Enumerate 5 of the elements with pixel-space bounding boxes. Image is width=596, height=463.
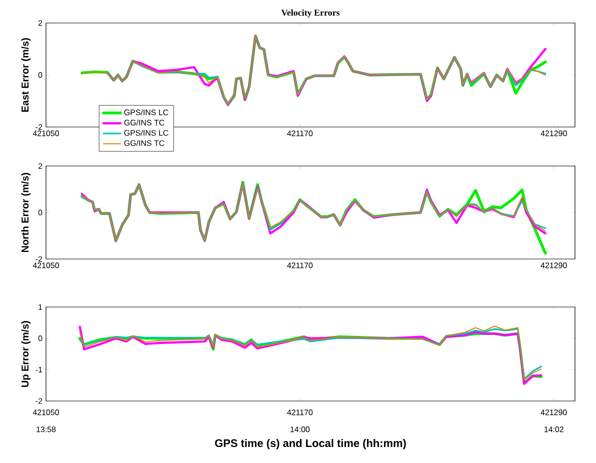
y-axis-title: East Error (m/s) <box>21 38 31 112</box>
y-axis-title: Up Error (m/s) <box>21 321 31 387</box>
x-axis-title: GPS time (s) and Local time (hh:mm) <box>215 439 406 450</box>
chart-title: Velocity Errors <box>281 9 340 18</box>
y-axis-title: North Error (m/s) <box>21 172 31 252</box>
